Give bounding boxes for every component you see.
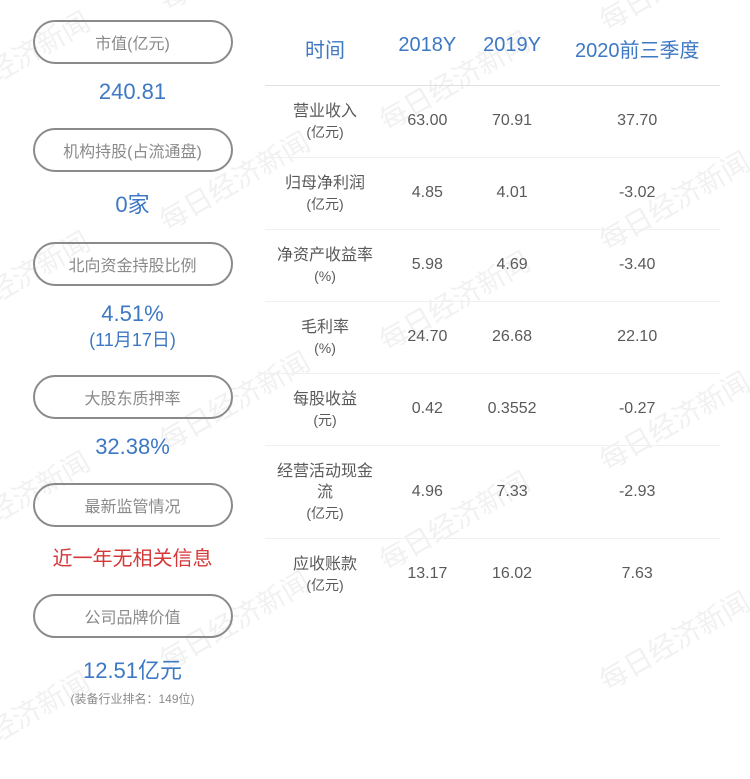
table-header-2018: 2018Y xyxy=(385,20,470,86)
table-row: 每股收益 (元) 0.42 0.3552 -0.27 xyxy=(265,373,720,445)
row-label-eps: 每股收益 (元) xyxy=(265,373,385,445)
table-header-row: 时间 2018Y 2019Y 2020前三季度 xyxy=(265,20,720,86)
metric-label-northbound: 北向资金持股比例 xyxy=(33,242,233,286)
cell-value: -2.93 xyxy=(554,445,720,538)
financial-data-table: 时间 2018Y 2019Y 2020前三季度 营业收入 (亿元) 63.00 … xyxy=(265,20,720,610)
table-row: 应收账款 (亿元) 13.17 16.02 7.63 xyxy=(265,538,720,609)
cell-value: 4.96 xyxy=(385,445,470,538)
row-label-receivables: 应收账款 (亿元) xyxy=(265,538,385,609)
metric-label-institutional: 机构持股(占流通盘) xyxy=(33,128,233,172)
table-row: 净资产收益率 (%) 5.98 4.69 -3.40 xyxy=(265,229,720,301)
cell-value: 22.10 xyxy=(554,301,720,373)
metric-label-brand: 公司品牌价值 xyxy=(33,594,233,638)
metric-label-pledge: 大股东质押率 xyxy=(33,375,233,419)
left-metrics-panel: 市值(亿元) 240.81 机构持股(占流通盘) 0家 北向资金持股比例 4.5… xyxy=(0,0,255,678)
table-row: 营业收入 (亿元) 63.00 70.91 37.70 xyxy=(265,86,720,158)
row-label-revenue: 营业收入 (亿元) xyxy=(265,86,385,158)
table-row: 毛利率 (%) 24.70 26.68 22.10 xyxy=(265,301,720,373)
cell-value: 13.17 xyxy=(385,538,470,609)
metric-value-northbound: 4.51% xyxy=(30,301,235,327)
main-content: 市值(亿元) 240.81 机构持股(占流通盘) 0家 北向资金持股比例 4.5… xyxy=(0,0,750,678)
row-label-roe: 净资产收益率 (%) xyxy=(265,229,385,301)
cell-value: 0.42 xyxy=(385,373,470,445)
row-label-cashflow: 经营活动现金流 (亿元) xyxy=(265,445,385,538)
metric-label-regulation: 最新监管情况 xyxy=(33,483,233,527)
table-row: 归母净利润 (亿元) 4.85 4.01 -3.02 xyxy=(265,157,720,229)
table-header-2020: 2020前三季度 xyxy=(554,20,720,86)
cell-value: 0.3552 xyxy=(470,373,555,445)
cell-value: 4.85 xyxy=(385,157,470,229)
metric-value-regulation: 近一年无相关信息 xyxy=(30,542,235,571)
row-label-margin: 毛利率 (%) xyxy=(265,301,385,373)
cell-value: 7.63 xyxy=(554,538,720,609)
row-label-profit: 归母净利润 (亿元) xyxy=(265,157,385,229)
cell-value: 7.33 xyxy=(470,445,555,538)
metric-value-institutional: 0家 xyxy=(30,187,235,219)
cell-value: 26.68 xyxy=(470,301,555,373)
metric-value-market-cap: 240.81 xyxy=(30,79,235,105)
cell-value: 63.00 xyxy=(385,86,470,158)
table-body: 营业收入 (亿元) 63.00 70.91 37.70 归母净利润 (亿元) 4… xyxy=(265,86,720,610)
right-table-panel: 时间 2018Y 2019Y 2020前三季度 营业收入 (亿元) 63.00 … xyxy=(255,0,750,678)
cell-value: 70.91 xyxy=(470,86,555,158)
cell-value: 16.02 xyxy=(470,538,555,609)
metric-note-brand: (装备行业排名：149位) xyxy=(30,690,235,707)
cell-value: 37.70 xyxy=(554,86,720,158)
table-row: 经营活动现金流 (亿元) 4.96 7.33 -2.93 xyxy=(265,445,720,538)
metric-value-pledge: 32.38% xyxy=(30,434,235,460)
cell-value: 4.69 xyxy=(470,229,555,301)
cell-value: 24.70 xyxy=(385,301,470,373)
table-header-2019: 2019Y xyxy=(470,20,555,86)
cell-value: 5.98 xyxy=(385,229,470,301)
table-header-time: 时间 xyxy=(265,20,385,86)
metric-value-brand: 12.51亿元 xyxy=(30,653,235,685)
cell-value: 4.01 xyxy=(470,157,555,229)
metric-sub-northbound: (11月17日) xyxy=(30,326,235,352)
cell-value: -3.02 xyxy=(554,157,720,229)
cell-value: -0.27 xyxy=(554,373,720,445)
cell-value: -3.40 xyxy=(554,229,720,301)
metric-label-market-cap: 市值(亿元) xyxy=(33,20,233,64)
